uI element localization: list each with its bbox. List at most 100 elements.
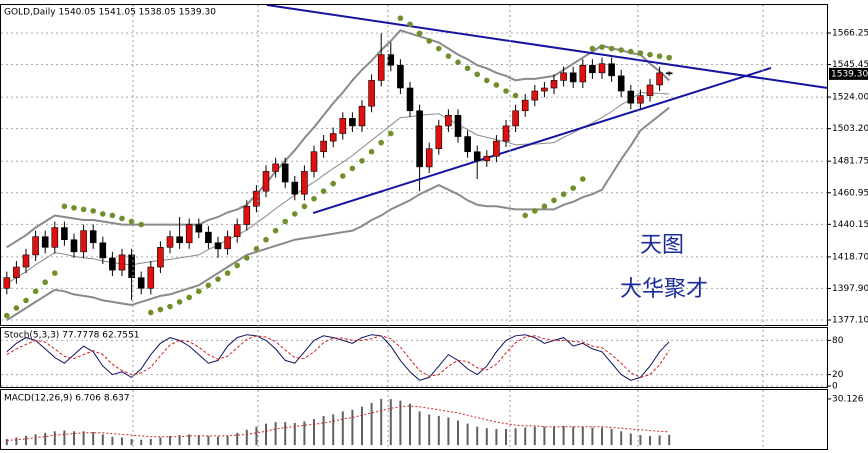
sar-dot — [560, 191, 567, 198]
sar-dot — [13, 305, 20, 311]
macd-bar — [82, 431, 85, 446]
candle-body — [617, 75, 625, 92]
candle-body — [301, 171, 308, 195]
macd-bar — [562, 425, 565, 446]
sar-dot — [378, 139, 385, 146]
macd-bar — [524, 427, 527, 446]
candle-body — [214, 242, 222, 250]
sar-dot — [551, 197, 557, 204]
candle-body — [387, 54, 395, 66]
macd-bar — [121, 437, 123, 446]
macd-bar — [668, 434, 671, 446]
plot-area — [1, 4, 828, 446]
candle-body — [531, 90, 539, 101]
candle-body — [233, 224, 241, 237]
y-tick-label: 1377.10 — [832, 315, 868, 325]
macd-bar — [188, 434, 191, 446]
macd-bar — [466, 423, 469, 446]
macd-header: MACD(12,26,9) 6.706 8.637 — [4, 394, 130, 404]
candle-body — [493, 140, 500, 157]
sar-dot — [455, 59, 461, 66]
candle-body — [397, 64, 404, 89]
candle-body — [310, 151, 318, 172]
macd-bar — [341, 411, 344, 446]
sar-dot — [647, 51, 653, 58]
sar-dot — [388, 130, 394, 137]
macd-bar — [226, 435, 229, 446]
y-tick-label: 1460.95 — [832, 188, 868, 198]
candle-body — [262, 171, 270, 192]
candle-body — [454, 115, 462, 137]
sar-dot — [215, 276, 221, 282]
macd-bar — [5, 438, 8, 446]
sar-dot — [580, 176, 586, 182]
candle-body — [560, 72, 567, 81]
candle-body — [89, 230, 97, 244]
macd-bar — [457, 420, 459, 446]
macd-bar — [601, 427, 603, 446]
sar-dot — [52, 270, 58, 276]
macd-signal — [6, 405, 670, 441]
sar-dot — [263, 236, 269, 243]
candle-body — [147, 266, 155, 289]
macd-bar — [245, 429, 248, 446]
candle-body — [464, 136, 471, 153]
stoch-line — [6, 335, 670, 378]
macd-bar — [111, 436, 114, 446]
candle-body — [637, 95, 644, 104]
macd-bar — [591, 427, 594, 446]
candle-body — [435, 125, 443, 149]
macd-bar — [351, 409, 354, 446]
sar-dot — [397, 15, 404, 22]
macd-bar — [332, 414, 335, 446]
y-tick-label: 20 — [832, 370, 844, 380]
macd-bar — [217, 436, 219, 446]
y-tick-label: 30.126 — [832, 394, 864, 404]
macd-bar — [437, 415, 440, 446]
macd-bar — [34, 434, 37, 446]
candle-body — [339, 118, 347, 134]
macd-bar — [255, 426, 258, 446]
candle-body — [32, 236, 39, 256]
candle-body — [473, 151, 481, 162]
band-upper — [6, 29, 670, 249]
sar-dot — [522, 212, 528, 219]
macd-bar — [130, 438, 133, 446]
candle-body — [176, 236, 183, 244]
sar-dot — [157, 306, 164, 313]
macd-bar — [207, 435, 210, 446]
macd-bar — [274, 422, 277, 446]
candle-body — [51, 227, 59, 248]
macd-bar — [620, 431, 623, 446]
candle-body — [608, 63, 615, 77]
macd-bar — [63, 430, 66, 446]
macd-bar — [178, 435, 181, 446]
candle-body — [502, 125, 510, 142]
y-tick-label: 1545.45 — [832, 60, 868, 70]
sar-dot — [42, 279, 48, 286]
candle-body — [109, 257, 116, 271]
candle-body — [627, 90, 635, 104]
macd-bar — [313, 419, 315, 446]
macd-bar — [159, 437, 162, 446]
sar-dot — [330, 180, 337, 187]
sar-dot — [493, 82, 500, 88]
price-label: 1539.30 — [831, 69, 868, 79]
annotation: 大华聚才 — [620, 277, 708, 302]
macd-bar — [485, 428, 488, 446]
sar-dot — [109, 212, 116, 219]
macd-panel — [0, 389, 828, 450]
candle-body — [416, 110, 423, 168]
sar-dot — [301, 203, 308, 210]
trendline — [312, 67, 772, 214]
sar-dot — [359, 158, 365, 164]
candle-body — [291, 181, 299, 195]
macd-bar — [236, 432, 239, 446]
macd-bar — [514, 428, 517, 446]
candle-body — [80, 230, 87, 253]
sar-dot — [426, 38, 433, 44]
frame — [0, 4, 828, 450]
sar-dot — [234, 262, 240, 269]
sar-dot — [71, 205, 77, 211]
